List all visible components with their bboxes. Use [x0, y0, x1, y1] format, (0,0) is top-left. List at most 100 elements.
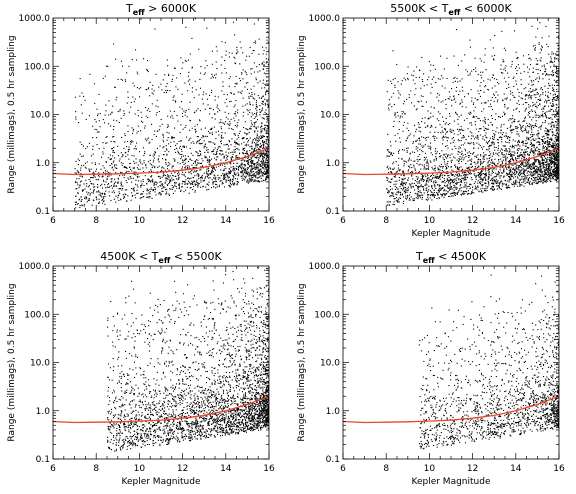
scatter-point [243, 175, 245, 177]
scatter-point [529, 166, 531, 168]
scatter-point [501, 163, 503, 165]
scatter-point [436, 96, 438, 98]
scatter-point [451, 180, 453, 182]
scatter-point [451, 129, 453, 131]
scatter-point [97, 190, 99, 192]
scatter-point [543, 177, 545, 179]
scatter-point [213, 167, 215, 169]
scatter-point [528, 147, 530, 149]
scatter-point [537, 141, 539, 143]
scatter-point [474, 188, 476, 190]
scatter-point [220, 162, 222, 164]
scatter-point [162, 133, 164, 135]
scatter-point [231, 180, 233, 182]
scatter-point [257, 130, 259, 132]
scatter-point [419, 186, 421, 188]
scatter-point [394, 112, 396, 114]
scatter-point [115, 164, 117, 166]
scatter-point [183, 173, 185, 175]
scatter-point [164, 189, 166, 191]
scatter-point [192, 162, 194, 164]
scatter-point [524, 174, 526, 176]
scatter-point [214, 175, 216, 177]
scatter-point [113, 43, 115, 45]
scatter-point [75, 180, 77, 182]
scatter-point [427, 198, 429, 200]
scatter-point [111, 158, 113, 160]
scatter-point [538, 153, 540, 155]
scatter-point [480, 71, 482, 73]
scatter-point [167, 89, 169, 91]
scatter-point [140, 120, 142, 122]
scatter-point [538, 180, 540, 182]
scatter-point [449, 128, 451, 130]
scatter-point [153, 182, 155, 184]
scatter-point [445, 129, 447, 131]
scatter-point [234, 151, 236, 153]
scatter-point [420, 87, 422, 89]
scatter-point [530, 91, 532, 93]
scatter-point [170, 136, 172, 138]
scatter-point [505, 135, 507, 137]
scatter-point [111, 163, 113, 165]
scatter-point [239, 91, 241, 93]
scatter-point [162, 134, 164, 136]
scatter-point [225, 116, 227, 118]
scatter-point [518, 144, 520, 146]
scatter-point [554, 60, 556, 62]
scatter-point [445, 103, 447, 105]
scatter-point [484, 168, 486, 170]
scatter-point [404, 189, 406, 191]
scatter-point [227, 155, 229, 157]
scatter-point [188, 83, 190, 85]
scatter-point [420, 185, 422, 187]
scatter-point [426, 181, 428, 183]
scatter-point [214, 163, 216, 165]
scatter-point [251, 142, 253, 144]
scatter-point [208, 160, 210, 162]
scatter-point [399, 141, 401, 143]
scatter-point [547, 174, 549, 176]
scatter-point [422, 105, 424, 107]
scatter-point [484, 175, 486, 177]
scatter-point [102, 175, 104, 177]
scatter-point [398, 149, 400, 151]
scatter-point [181, 67, 183, 69]
scatter-point [434, 139, 436, 141]
scatter-point [196, 136, 198, 138]
scatter-point [104, 170, 106, 172]
scatter-point [409, 153, 411, 155]
scatter-point [154, 154, 156, 156]
scatter-point [407, 188, 409, 190]
scatter-point [147, 180, 149, 182]
scatter-point [420, 197, 422, 199]
scatter-point [144, 175, 146, 177]
scatter-point [504, 113, 506, 115]
scatter-point [213, 174, 215, 176]
scatter-point [183, 181, 185, 183]
scatter-point [515, 127, 517, 129]
scatter-point [80, 167, 82, 169]
scatter-point [120, 199, 122, 201]
scatter-point [113, 165, 115, 167]
scatter-point [126, 72, 128, 74]
scatter-point [124, 166, 126, 168]
scatter-point [120, 117, 122, 119]
scatter-point [556, 170, 558, 172]
scatter-point [156, 147, 158, 149]
scatter-point [264, 166, 266, 168]
scatter-point [394, 77, 396, 79]
scatter-point [542, 167, 544, 169]
scatter-point [391, 82, 393, 84]
scatter-point [470, 112, 472, 114]
scatter-point [268, 150, 269, 152]
scatter-point [79, 204, 81, 206]
scatter-point [76, 188, 78, 190]
scatter-point [244, 155, 246, 157]
scatter-point [243, 141, 245, 143]
scatter-point [151, 164, 153, 166]
scatter-point [97, 113, 99, 115]
scatter-point [157, 159, 159, 161]
scatter-point [257, 149, 259, 151]
scatter-point [263, 117, 265, 119]
